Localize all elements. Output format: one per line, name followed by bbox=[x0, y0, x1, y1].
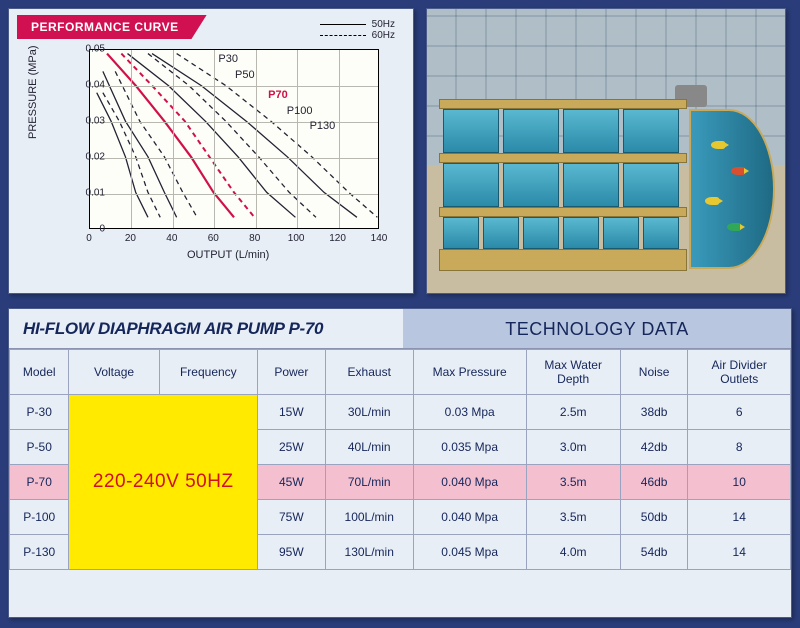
product-photo-panel bbox=[426, 8, 786, 294]
x-tick: 20 bbox=[125, 233, 136, 244]
chart-legend: 50Hz 60Hz bbox=[320, 19, 395, 41]
y-tick: 0.01 bbox=[86, 188, 105, 199]
curve-label-P30: P30 bbox=[218, 53, 238, 65]
chart-plot: P30 P50 P70 P100 P130 bbox=[89, 49, 379, 229]
aquarium-unit bbox=[439, 99, 775, 279]
cell-maxp: 0.03 Mpa bbox=[413, 395, 526, 430]
x-tick: 40 bbox=[166, 233, 177, 244]
col-header: Power bbox=[258, 350, 326, 395]
chart-area: PRESSURE (MPa) OUTPUT (L/min) P30P50P70P… bbox=[31, 41, 401, 265]
cell-outlets: 14 bbox=[688, 500, 791, 535]
table-title-left: HI-FLOW DIAPHRAGM AIR PUMP P-70 bbox=[9, 309, 403, 348]
cell-model: P-30 bbox=[10, 395, 69, 430]
cell-noise: 50db bbox=[620, 500, 688, 535]
cell-noise: 46db bbox=[620, 465, 688, 500]
table-title-right: TECHNOLOGY DATA bbox=[403, 309, 791, 348]
cell-depth: 2.5m bbox=[526, 395, 620, 430]
curve-label-P130: P130 bbox=[310, 120, 336, 132]
cell-power: 95W bbox=[258, 535, 326, 570]
cell-outlets: 14 bbox=[688, 535, 791, 570]
cell-noise: 38db bbox=[620, 395, 688, 430]
col-header: Max Pressure bbox=[413, 350, 526, 395]
cell-depth: 3.5m bbox=[526, 500, 620, 535]
col-header: Voltage bbox=[69, 350, 159, 395]
col-header: Air DividerOutlets bbox=[688, 350, 791, 395]
cell-exhaust: 100L/min bbox=[325, 500, 413, 535]
technology-data-panel: HI-FLOW DIAPHRAGM AIR PUMP P-70 TECHNOLO… bbox=[8, 308, 792, 618]
col-header: Exhaust bbox=[325, 350, 413, 395]
curve-P130d bbox=[177, 54, 378, 218]
table-body: P-30220-240V 50HZ15W30L/min0.03 Mpa2.5m3… bbox=[10, 395, 791, 570]
x-tick: 120 bbox=[329, 233, 346, 244]
y-tick: 0 bbox=[99, 224, 105, 235]
legend-50hz: 50Hz bbox=[372, 19, 395, 30]
y-tick: 0.03 bbox=[86, 116, 105, 127]
col-header: Model bbox=[10, 350, 69, 395]
technology-data-table: ModelVoltageFrequencyPowerExhaustMax Pre… bbox=[9, 349, 791, 570]
cell-outlets: 8 bbox=[688, 430, 791, 465]
cell-exhaust: 130L/min bbox=[325, 535, 413, 570]
cell-model: P-100 bbox=[10, 500, 69, 535]
col-header: Frequency bbox=[159, 350, 257, 395]
table-row: P-30220-240V 50HZ15W30L/min0.03 Mpa2.5m3… bbox=[10, 395, 791, 430]
x-tick: 80 bbox=[249, 233, 260, 244]
cell-noise: 42db bbox=[620, 430, 688, 465]
curve-P100 bbox=[127, 54, 295, 218]
table-header-row: ModelVoltageFrequencyPowerExhaustMax Pre… bbox=[10, 350, 791, 395]
cell-maxp: 0.045 Mpa bbox=[413, 535, 526, 570]
cell-power: 25W bbox=[258, 430, 326, 465]
cell-outlets: 6 bbox=[688, 395, 791, 430]
y-tick: 0.02 bbox=[86, 152, 105, 163]
cell-model: P-70 bbox=[10, 465, 69, 500]
y-tick: 0.05 bbox=[86, 44, 105, 55]
x-tick: 100 bbox=[288, 233, 305, 244]
x-axis-label: OUTPUT (L/min) bbox=[187, 249, 269, 261]
x-tick: 0 bbox=[86, 233, 92, 244]
cell-model: P-50 bbox=[10, 430, 69, 465]
cell-maxp: 0.040 Mpa bbox=[413, 500, 526, 535]
curve-label-P50: P50 bbox=[235, 69, 255, 81]
cell-maxp: 0.040 Mpa bbox=[413, 465, 526, 500]
x-tick: 60 bbox=[208, 233, 219, 244]
performance-banner: PERFORMANCE CURVE bbox=[17, 15, 207, 39]
table-header: HI-FLOW DIAPHRAGM AIR PUMP P-70 TECHNOLO… bbox=[9, 309, 791, 349]
cell-depth: 4.0m bbox=[526, 535, 620, 570]
legend-60hz: 60Hz bbox=[372, 30, 395, 41]
col-header: Max WaterDepth bbox=[526, 350, 620, 395]
cell-exhaust: 30L/min bbox=[325, 395, 413, 430]
cell-exhaust: 40L/min bbox=[325, 430, 413, 465]
merged-voltage-cell: 220-240V 50HZ bbox=[69, 395, 258, 570]
cell-power: 75W bbox=[258, 500, 326, 535]
col-header: Noise bbox=[620, 350, 688, 395]
chart-curves-svg bbox=[90, 50, 378, 228]
cell-power: 45W bbox=[258, 465, 326, 500]
cell-outlets: 10 bbox=[688, 465, 791, 500]
cell-depth: 3.5m bbox=[526, 465, 620, 500]
curve-P50 bbox=[103, 71, 177, 217]
cell-depth: 3.0m bbox=[526, 430, 620, 465]
cell-power: 15W bbox=[258, 395, 326, 430]
cylinder-tank bbox=[689, 109, 775, 269]
curve-label-P70: P70 bbox=[268, 89, 288, 101]
y-axis-label: PRESSURE (MPa) bbox=[27, 45, 39, 139]
x-tick: 140 bbox=[371, 233, 388, 244]
y-tick: 0.04 bbox=[86, 80, 105, 91]
performance-chart-panel: PERFORMANCE CURVE 50Hz 60Hz PRESSURE (MP… bbox=[8, 8, 414, 294]
cell-exhaust: 70L/min bbox=[325, 465, 413, 500]
cell-noise: 54db bbox=[620, 535, 688, 570]
cell-model: P-130 bbox=[10, 535, 69, 570]
curve-P50d bbox=[115, 71, 197, 217]
curve-label-P100: P100 bbox=[287, 105, 313, 117]
cell-maxp: 0.035 Mpa bbox=[413, 430, 526, 465]
